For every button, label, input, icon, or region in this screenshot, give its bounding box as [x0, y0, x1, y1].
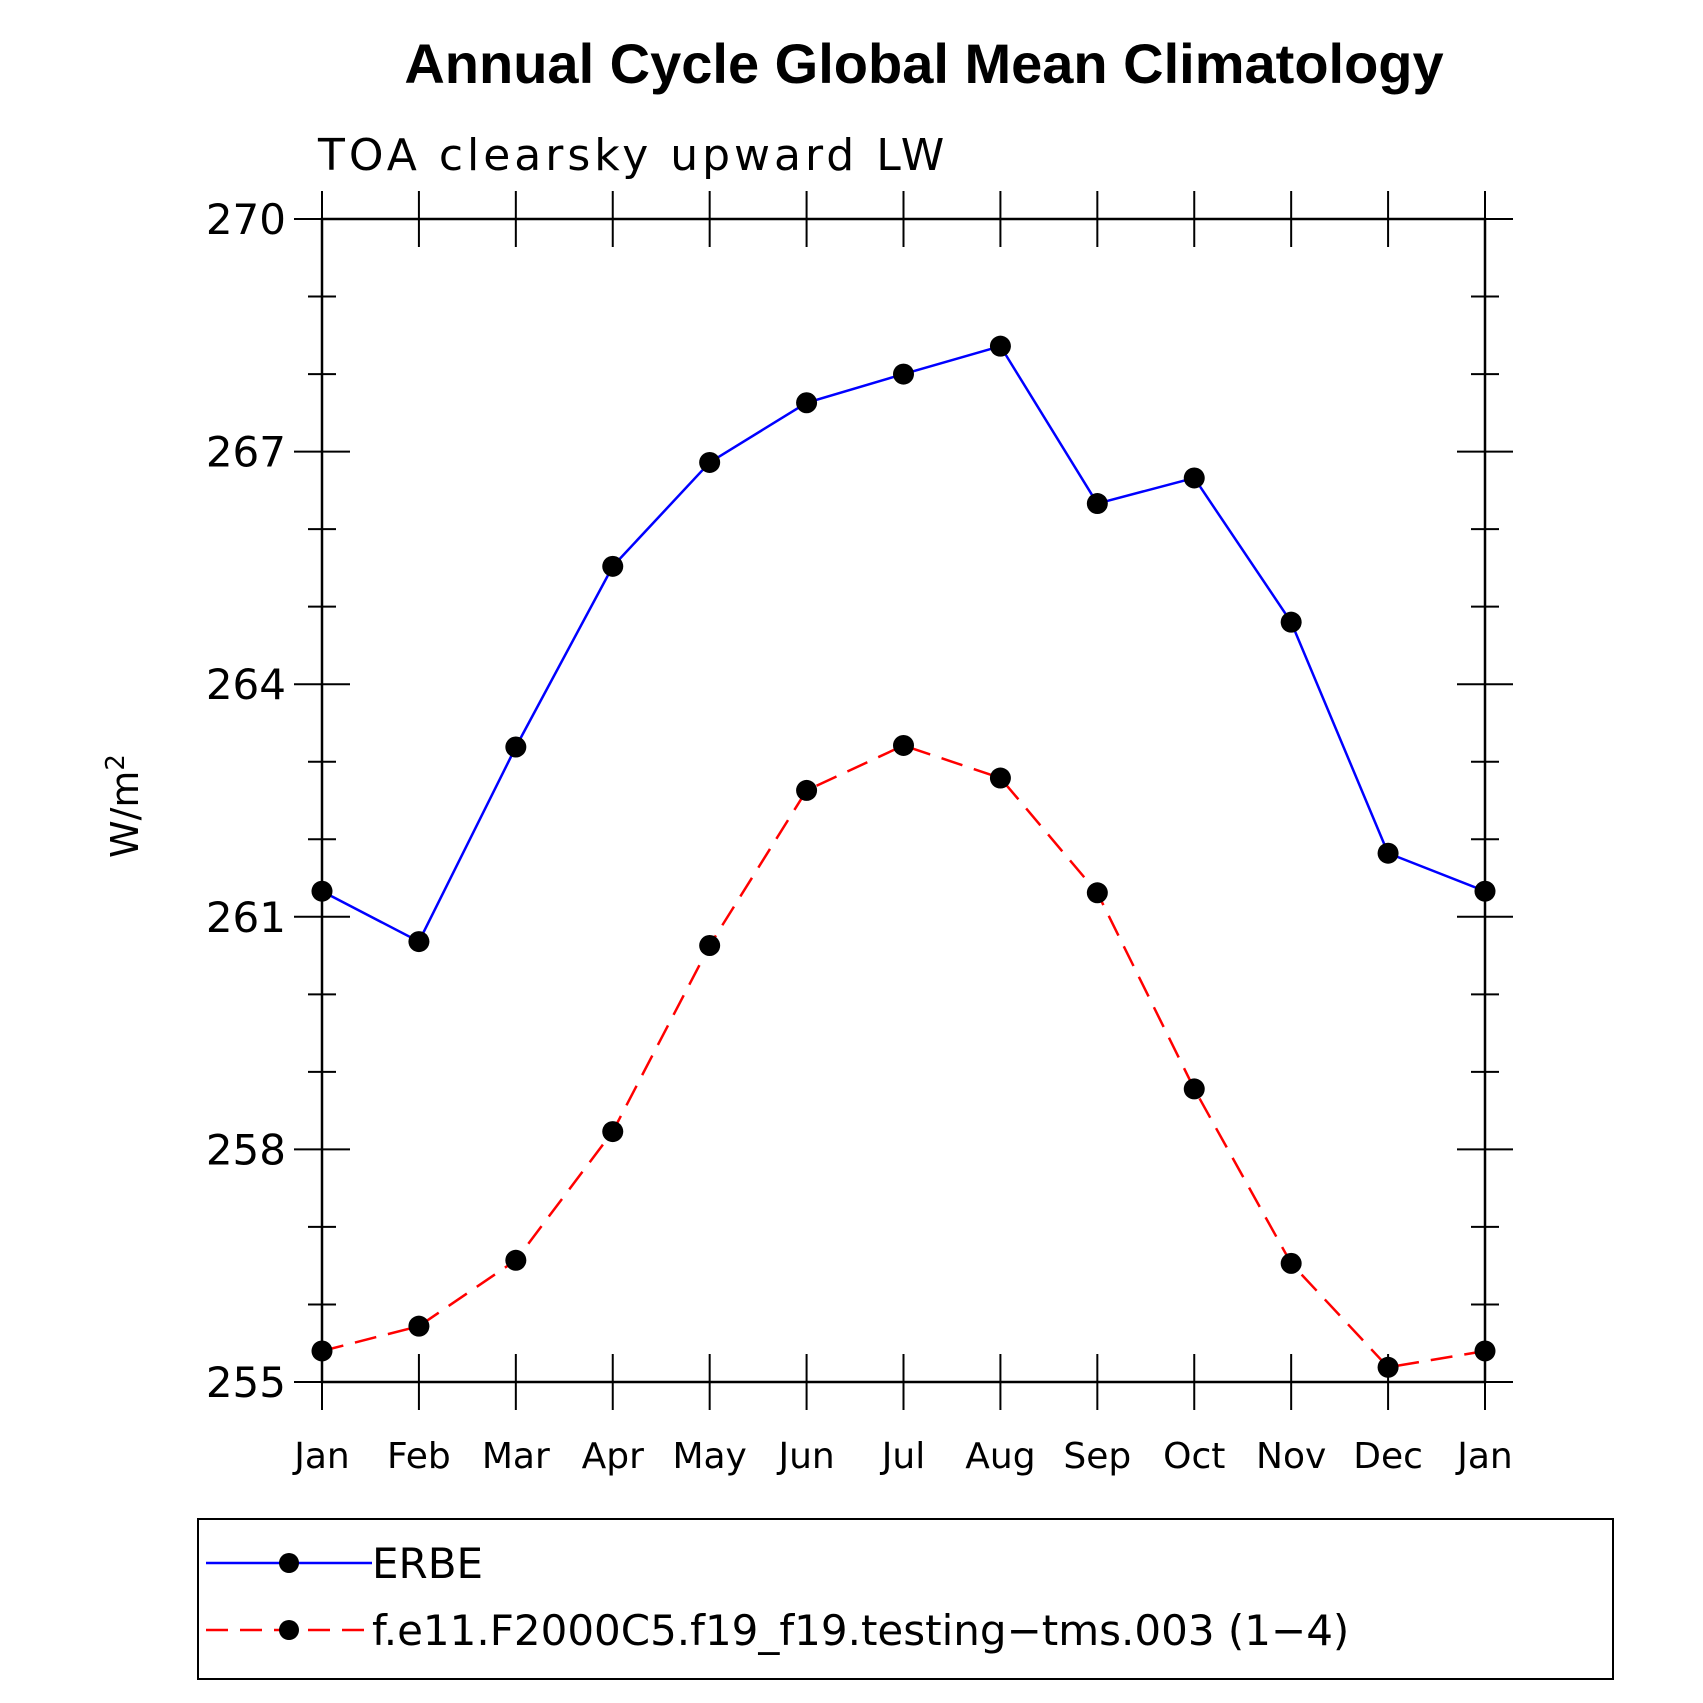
series-0-point: [408, 931, 430, 953]
series-1-point: [311, 1340, 333, 1362]
series-line-1: [321, 744, 1486, 1369]
chart-subtitle: TOA clearsky upward LW: [317, 130, 948, 181]
legend: ERBE f.e11.F2000C5.f19_f19.testing−tms.0…: [197, 1518, 1614, 1680]
series-1-point: [893, 734, 914, 756]
series-1-point: [505, 1249, 527, 1271]
y-tick-label: 267: [206, 428, 286, 477]
series-0-point: [796, 392, 818, 414]
x-tick-label: Jul: [880, 1436, 925, 1477]
series-0-point: [1377, 842, 1399, 864]
legend-swatch-marker-erbe: [279, 1553, 299, 1573]
x-tick-label: May: [672, 1436, 746, 1477]
x-tick-label: Apr: [582, 1436, 644, 1477]
y-tick-label: 261: [206, 893, 286, 942]
y-tick-label: 270: [206, 195, 286, 244]
legend-entry-model: f.e11.F2000C5.f19_f19.testing−tms.003 (1…: [372, 1606, 1349, 1655]
x-tick-label: Mar: [482, 1436, 550, 1477]
y-tick-label: 258: [206, 1125, 286, 1174]
x-tick-labels: Jan Feb Mar Apr May Jun Jul Aug Sep Oct Nov Dec Jan: [292, 1436, 1513, 1477]
x-tick-label: Sep: [1063, 1436, 1131, 1477]
axes: [294, 191, 1513, 1410]
series-0-point: [699, 451, 721, 473]
y-tick-labels: 270 267 264 261 258 255: [206, 195, 286, 1407]
series-1-point: [1377, 1356, 1399, 1378]
legend-swatch-marker-model: [279, 1620, 299, 1640]
series-0-point: [989, 335, 1011, 357]
series-0-point: [602, 555, 624, 577]
x-tick-label: Feb: [387, 1436, 451, 1477]
y-tick-label: 255: [206, 1358, 286, 1407]
series-0-point: [1280, 611, 1302, 633]
x-tick-label: Aug: [965, 1436, 1035, 1477]
y-tick-label: 264: [206, 660, 286, 709]
legend-box: [197, 1518, 1614, 1680]
plot-frame: [320, 217, 1487, 1384]
series-1-point: [408, 1315, 430, 1337]
series-0-point: [311, 880, 333, 902]
series-1-point: [989, 767, 1011, 789]
series-1-point: [796, 779, 818, 801]
legend-entry-erbe: ERBE: [372, 1539, 483, 1588]
x-tick-label: Jan: [292, 1436, 350, 1477]
series-0-point: [1183, 467, 1205, 489]
y-axis-label-superscript: 2: [101, 754, 131, 771]
y-axis-label: W/m2: [101, 754, 147, 858]
series-1-point: [602, 1121, 624, 1143]
series-line-0: [321, 344, 1486, 944]
series-1-point: [1183, 1078, 1205, 1100]
x-tick-label: Jan: [1455, 1436, 1513, 1477]
series-1-point: [699, 934, 721, 956]
x-tick-label: Jun: [776, 1436, 834, 1477]
x-tick-label: Nov: [1256, 1436, 1326, 1477]
y-axis-label-base: W/m: [103, 771, 147, 858]
series-0-point: [1086, 493, 1108, 515]
series-0-point: [1474, 880, 1496, 902]
series-layer: [311, 335, 1496, 1378]
chart-title: Annual Cycle Global Mean Climatology: [404, 32, 1443, 95]
series-1-point: [1474, 1340, 1496, 1362]
x-tick-label: Dec: [1353, 1436, 1423, 1477]
series-1-point: [1086, 882, 1108, 904]
series-0-point: [505, 736, 527, 758]
series-1-point: [1280, 1252, 1302, 1274]
series-0-point: [893, 363, 914, 385]
svg-text:W/m2: W/m2: [101, 754, 147, 858]
x-tick-label: Oct: [1163, 1436, 1225, 1477]
